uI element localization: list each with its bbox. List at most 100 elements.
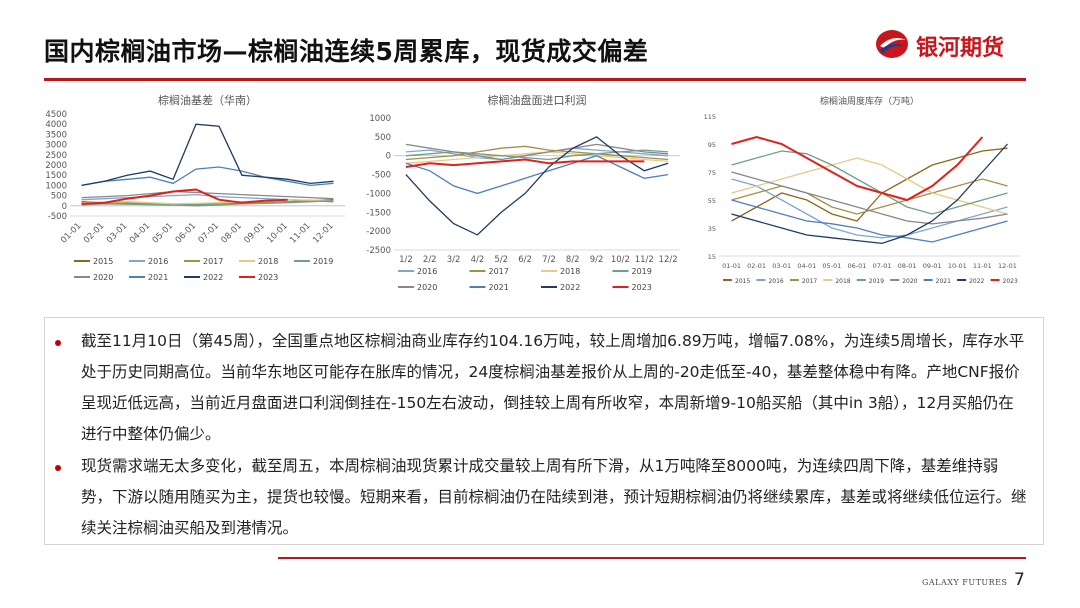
- x-tick-label: 05-01: [151, 221, 176, 246]
- x-tick-label: 02-01: [747, 262, 766, 270]
- y-tick-label: -1500: [366, 208, 391, 218]
- y-tick-label: 75: [708, 169, 716, 177]
- legend-label: 2018: [835, 278, 850, 285]
- x-tick-label: 5/2: [494, 255, 508, 265]
- x-tick-label: 09-01: [923, 262, 942, 270]
- y-tick-label: -500: [48, 212, 67, 222]
- x-tick-label: 09-01: [242, 221, 267, 246]
- legend-label: 2020: [902, 278, 917, 285]
- y-tick-label: -2500: [366, 246, 391, 256]
- x-tick-label: 02-01: [82, 221, 107, 246]
- legend-label: 2016: [148, 257, 168, 266]
- y-tick-label: -500: [372, 171, 391, 181]
- legend-label: 2016: [768, 278, 783, 285]
- series-line-2023: [731, 135, 984, 202]
- series-line-2018: [81, 199, 334, 205]
- x-tick-label: 11-01: [288, 221, 313, 246]
- x-tick-label: 3/2: [447, 255, 461, 265]
- series-line-2023: [81, 188, 288, 205]
- chart-title: 棕榈油周度库存（万吨）: [820, 95, 919, 107]
- footer-brand: GALAXY FUTURES: [922, 578, 1008, 587]
- x-tick-label: 01-01: [59, 221, 84, 246]
- legend-label: 2022: [560, 283, 580, 292]
- series-line-2019: [81, 200, 334, 206]
- galaxy-logo-icon: [876, 30, 908, 58]
- series-line-2015: [731, 147, 1008, 222]
- legend-label: 2020: [417, 283, 437, 292]
- legend-label: 2017: [489, 267, 509, 276]
- y-tick-label: 500: [375, 133, 391, 143]
- y-tick-label: 4500: [45, 110, 67, 120]
- legend-label: 2015: [735, 278, 750, 285]
- legend-label: 2019: [632, 267, 652, 276]
- legend-label: 2017: [802, 278, 817, 285]
- chart-basis-south-china: 棕榈油基差（华南） 4500 4000 3500 3000 2500 2000 1500 100…: [40, 88, 355, 298]
- chart-title: 棕榈油基差（华南）: [158, 93, 257, 107]
- chart-title: 棕榈油盘面进口利润: [488, 93, 587, 107]
- footer-divider: [278, 557, 1026, 559]
- series-line-2019: [731, 150, 1008, 215]
- legend-label: 2020: [93, 273, 113, 282]
- y-tick-label: 3000: [45, 141, 67, 151]
- x-tick-label: 12/2: [659, 255, 678, 265]
- series-line-2019: [405, 149, 669, 161]
- bullet-2: [55, 465, 61, 471]
- y-tick-label: 55: [708, 197, 716, 205]
- bullet-1: [55, 340, 61, 346]
- y-tick-label: 1000: [45, 181, 67, 191]
- x-tick-label: 6/2: [518, 255, 532, 265]
- series-line-2020: [81, 190, 334, 200]
- x-tick-label: 11/2: [635, 255, 654, 265]
- x-tick-label: 07-01: [873, 262, 892, 270]
- y-tick-label: 1000: [369, 114, 391, 124]
- title-divider: [44, 78, 1026, 81]
- series-line-2017: [405, 145, 669, 161]
- y-tick-label: 0: [62, 202, 67, 212]
- legend-label: 2022: [969, 278, 984, 285]
- x-tick-label: 07-01: [197, 221, 222, 246]
- series-line-2020: [405, 143, 669, 161]
- analysis-paragraph-2: 现货需求端无太多变化，截至周五，本周棕榈油现货累计成交量较上周有所下滑，从1万吨…: [81, 457, 1027, 537]
- x-tick-label: 8/2: [566, 255, 580, 265]
- series-line-2018: [731, 157, 1008, 215]
- x-tick-label: 9/2: [590, 255, 604, 265]
- y-tick-label: -1000: [366, 189, 391, 199]
- y-tick-label: 2500: [45, 151, 67, 161]
- x-tick-label: 4/2: [471, 255, 485, 265]
- y-tick-label: 4000: [45, 120, 67, 130]
- x-tick-label: 04-01: [128, 221, 153, 246]
- series-line-2023: [405, 158, 645, 168]
- series-line-2022: [405, 136, 669, 236]
- x-tick-label: 10-01: [265, 221, 290, 246]
- page-number: 7: [1014, 570, 1025, 590]
- series-line-2017: [81, 200, 334, 207]
- y-tick-label: 15: [708, 253, 716, 261]
- legend-label: 2018: [258, 257, 278, 266]
- series-line-2016: [731, 178, 1008, 239]
- x-tick-label: 10/2: [611, 255, 630, 265]
- chart-weekly-inventory: 棕榈油周度库存（万吨） 115 95 75 55 35 15 01-01 02-01 03-01 0…: [695, 88, 1030, 298]
- legend-label: 2023: [1003, 278, 1018, 285]
- legend-label: 2021: [936, 278, 951, 285]
- x-tick-label: 1/2: [399, 255, 413, 265]
- x-tick-label: 08-01: [219, 221, 244, 246]
- x-tick-label: 06-01: [848, 262, 867, 270]
- x-tick-label: 03-01: [772, 262, 791, 270]
- series-line-2020: [731, 171, 1008, 225]
- x-tick-label: 05-01: [822, 262, 841, 270]
- y-tick-label: 1500: [45, 171, 67, 181]
- legend-label: 2023: [632, 283, 652, 292]
- x-tick-label: 04-01: [797, 262, 816, 270]
- brand-name: 银河期货: [916, 36, 1005, 61]
- x-tick-label: 12-01: [311, 221, 336, 246]
- x-tick-label: 01-01: [722, 262, 741, 270]
- y-tick-label: 2000: [45, 161, 67, 171]
- legend-label: 2019: [313, 257, 333, 266]
- series-line-2022: [81, 123, 334, 187]
- y-tick-label: 35: [708, 225, 716, 233]
- x-tick-label: 03-01: [105, 221, 130, 246]
- x-tick-label: 11-01: [973, 262, 992, 270]
- x-tick-label: 2/2: [423, 255, 437, 265]
- series-line-2022: [731, 143, 1008, 245]
- y-tick-label: 3500: [45, 130, 67, 140]
